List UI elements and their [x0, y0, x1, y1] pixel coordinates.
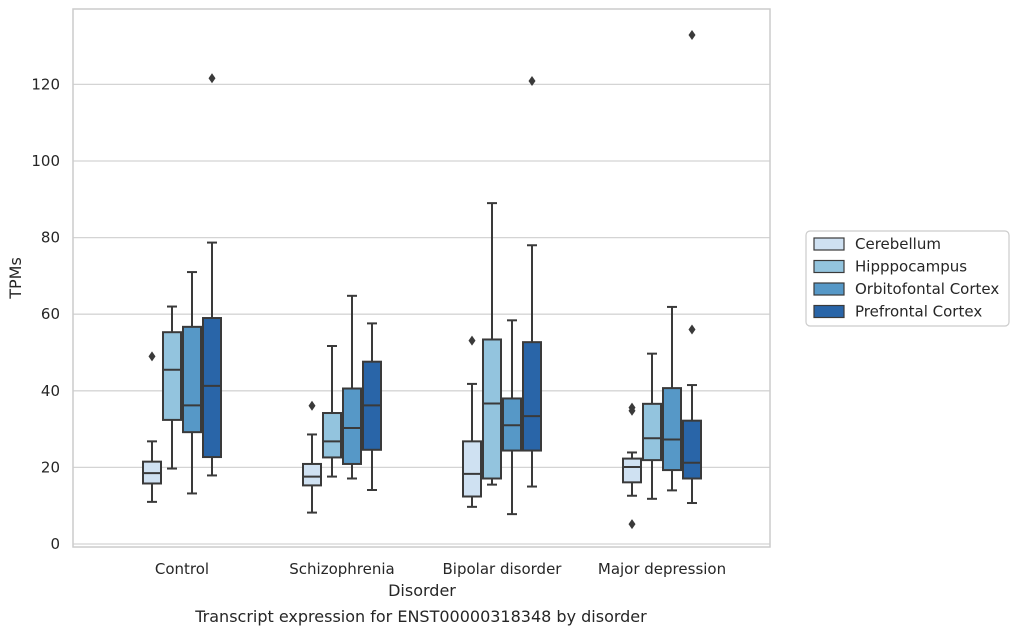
box-plot-marks [142, 29, 702, 530]
y-axis-title: TPMs [6, 257, 25, 300]
legend-label: Prefrontal Cortex [855, 303, 982, 321]
box-cerebellum [142, 351, 162, 503]
iqr-box [322, 412, 342, 459]
box-orbitofontal-cortex [502, 319, 522, 516]
box-prefrontal-cortex [682, 29, 702, 505]
iqr-box [202, 317, 222, 459]
outlier-point [628, 519, 636, 530]
box-hipppocampus [162, 305, 182, 470]
legend-swatch [813, 237, 845, 251]
iqr-box [482, 338, 502, 480]
box-hipppocampus [322, 344, 342, 478]
y-tick-label: 120 [31, 75, 60, 93]
box-prefrontal-cortex [522, 75, 542, 488]
outlier-point [468, 335, 476, 346]
x-tick-label: Control [155, 560, 209, 578]
iqr-box [682, 419, 702, 480]
outlier-point [688, 324, 696, 335]
box-prefrontal-cortex [202, 73, 222, 477]
chart-caption: Transcript expression for ENST0000031834… [194, 607, 647, 626]
y-tick-label: 0 [50, 535, 60, 553]
legend-label: Cerebellum [855, 235, 941, 253]
outlier-point [688, 29, 696, 40]
outlier-point [628, 405, 636, 416]
x-tick-label: Schizophrenia [289, 560, 394, 578]
y-axis-ticks: 0 20 40 60 80 100 120 [31, 75, 60, 553]
box-orbitofontal-cortex [182, 271, 202, 495]
x-tick-label: Major depression [598, 560, 726, 578]
y-gridlines [73, 83, 770, 545]
outlier-point [208, 73, 216, 84]
y-tick-label: 20 [41, 458, 60, 476]
y-tick-label: 40 [41, 382, 60, 400]
iqr-box [522, 341, 542, 452]
legend-swatch [813, 259, 845, 274]
y-tick-label: 80 [41, 229, 60, 247]
legend: Cerebellum Hipppocampus Orbitofontal Corte… [805, 230, 1010, 327]
plot-frame [72, 8, 771, 548]
iqr-box [182, 325, 202, 434]
iqr-box [302, 462, 322, 487]
box-prefrontal-cortex [362, 322, 382, 491]
box-cerebellum [302, 400, 322, 514]
outlier-point [308, 400, 316, 411]
legend-frame [805, 230, 1010, 327]
legend-swatch [813, 282, 845, 296]
legend-label: Hipppocampus [855, 258, 967, 276]
x-axis-title: Disorder [388, 581, 456, 600]
iqr-box [662, 387, 682, 472]
box-hipppocampus [642, 352, 662, 500]
x-tick-label: Bipolar disorder [443, 560, 563, 578]
box-cerebellum [462, 335, 482, 508]
iqr-box [342, 387, 362, 465]
iqr-box [462, 440, 482, 498]
iqr-box [622, 457, 642, 484]
outlier-point [148, 351, 156, 362]
x-axis-ticks: Control Schizophrenia Bipolar disorder Majo… [155, 560, 726, 578]
y-tick-label: 100 [31, 152, 60, 170]
box-orbitofontal-cortex [342, 294, 362, 480]
iqr-box [162, 331, 182, 421]
outlier-point [528, 75, 536, 86]
box-orbitofontal-cortex [662, 305, 682, 492]
y-tick-label: 60 [41, 305, 60, 323]
legend-swatch [813, 304, 845, 319]
iqr-box [642, 402, 662, 462]
box-cerebellum [622, 402, 642, 530]
box-hipppocampus [482, 202, 502, 486]
legend-label: Orbitofontal Cortex [855, 280, 999, 298]
